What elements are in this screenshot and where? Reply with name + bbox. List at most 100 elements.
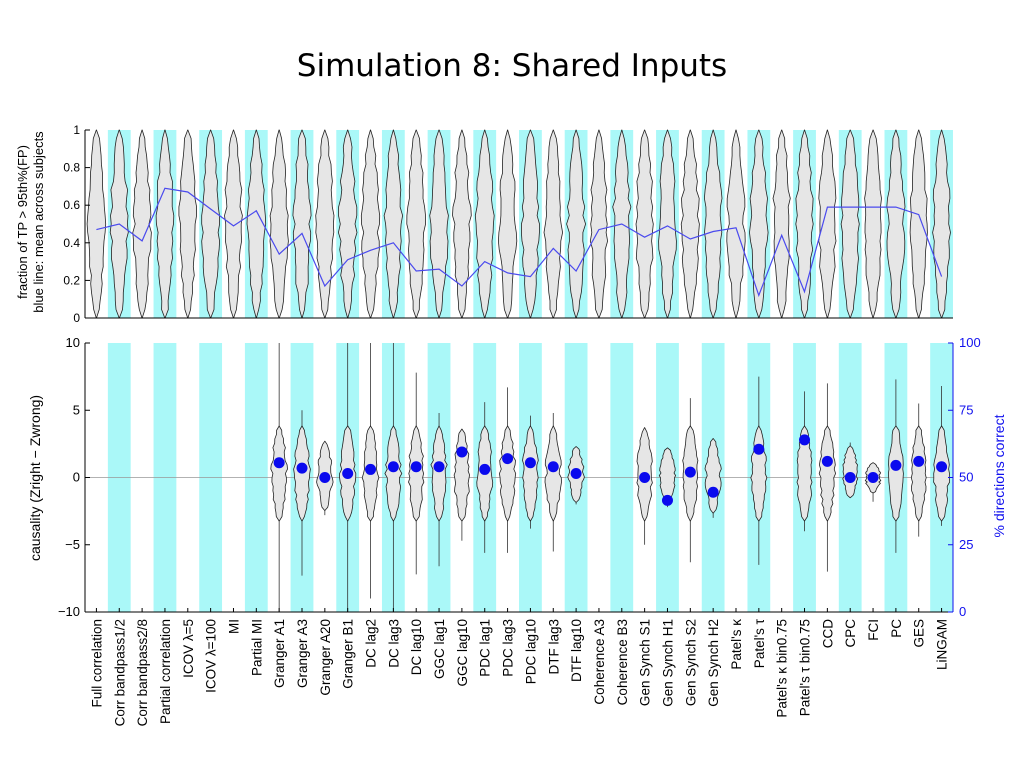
bottom-violin-16 [453,428,471,522]
x-tick-label-16: GGC lag10 [455,619,470,687]
x-tick-label-17: PDC lag1 [478,619,493,677]
bottom-violin-36 [910,425,927,522]
pct-correct-dot-27 [707,486,719,498]
bottom-y-tick-label-1: −5 [65,537,80,552]
pct-correct-dot-19 [524,457,536,469]
top-y-tick-label-1: 0.2 [63,273,80,287]
x-tick-label-31: Patel's τ bin0.75 [798,619,813,716]
right-y-tick-label-1: 25 [959,537,973,552]
pct-correct-dot-26 [684,466,696,478]
pct-correct-dot-8 [273,457,285,469]
bottom-violin-15 [430,425,448,522]
x-tick-label-23: Coherence B3 [615,619,630,705]
x-tick-label-15: GGC lag1 [432,619,447,679]
x-tick-label-6: MI [227,619,242,634]
bottom-y-axis-label: causality (Zright − Zwrong) [27,395,43,561]
pct-correct-dot-17 [479,463,491,475]
x-tick-label-29: Patel's τ [752,618,767,668]
top-violin-20 [543,129,564,319]
top-violin-0 [86,129,107,319]
x-tick-label-1: Corr bandpass1/2 [112,619,127,726]
bottom-violin-20 [544,425,562,522]
pct-correct-dot-13 [387,461,399,473]
bottom-violin-33 [842,445,859,499]
right-y-tick-label-0: 0 [959,604,966,619]
top-panel: 0 0.2 0.4 0.6 0.8 1 [63,123,953,325]
pct-correct-dot-9 [296,462,308,474]
x-tick-label-36: GES [912,619,927,648]
x-tick-label-13: DC lag3 [386,619,401,668]
bottom-right-y-axis-label: % directions correct [991,414,1007,537]
bottom-violin-32 [818,425,837,522]
pct-correct-dot-25 [661,494,673,506]
bottom-y-tick-label-4: 10 [66,335,80,350]
x-tick-label-30: Patel's κ bin0.75 [775,619,790,718]
x-tick-label-3: Partial correlation [158,619,173,724]
top-violin-26 [680,129,700,319]
top-violin-24 [635,129,654,319]
top-violin-18 [497,129,518,319]
bottom-violin-31 [796,425,813,522]
pct-correct-dot-36 [913,455,925,467]
x-tick-label-19: PDC lag10 [523,619,538,684]
x-tick-label-21: DTF lag10 [569,619,584,682]
pct-correct-dot-20 [547,461,559,473]
top-violin-14 [406,129,427,319]
bottom-y-tick-label-3: 5 [73,402,80,417]
top-violin-32 [818,129,837,319]
x-tick-labels: Full correlation Corr bandpass1/2 Corr ban… [89,618,949,726]
top-violin-34 [864,129,882,319]
x-tick-label-27: Gen Synch H2 [706,619,721,707]
top-violin-12 [360,129,381,319]
pct-correct-dot-33 [844,472,856,483]
bottom-violin-13 [384,425,403,522]
x-tick-label-14: DC lag10 [409,619,424,675]
pct-correct-dot-18 [502,453,514,465]
bottom-violin-14 [408,425,425,522]
top-y-axis-label-2: blue line: mean across subjects [31,131,46,313]
pct-correct-dot-12 [365,463,377,475]
x-tick-label-26: Gen Synch S2 [683,619,698,706]
top-y-tick-label-2: 0.4 [63,236,80,250]
pct-correct-dot-32 [821,455,833,467]
x-tick-label-34: FCI [866,619,881,641]
slide-title: Simulation 8: Shared Inputs [296,48,728,84]
bottom-violin-18 [498,425,517,522]
top-violin-2 [132,129,152,319]
top-violin-4 [178,129,197,319]
mean-line [96,187,943,298]
x-tick-label-32: CCD [820,619,835,648]
pct-correct-dot-24 [639,472,651,483]
top-y-tick-label-4: 0.8 [63,161,80,175]
pct-correct-dot-16 [456,446,468,458]
x-tick-label-9: Granger A3 [295,619,310,688]
x-tick-label-11: Granger B1 [341,619,356,689]
right-y-tick-label-3: 75 [959,402,973,417]
bottom-violin-19 [522,425,539,522]
top-y-tick-label-0: 0 [73,311,80,325]
x-tick-label-33: CPC [843,619,858,648]
x-tick-label-12: DC lag2 [364,619,379,668]
top-violin-36 [909,129,928,319]
top-y-tick-label-3: 0.6 [63,198,80,212]
x-tick-label-35: PC [889,619,904,638]
x-tick-label-20: DTF lag3 [546,619,561,675]
top-violin-30 [772,129,791,319]
x-tick-label-7: Partial MI [249,619,264,676]
pct-correct-dot-11 [342,467,354,479]
x-tick-label-25: Gen Synch H1 [661,619,676,707]
x-tick-label-18: PDC lag3 [501,619,516,677]
top-y-axis-label: fraction of TP > 95th%(FP) [15,145,30,299]
top-violin-28 [726,129,746,319]
top-y-tick-label-5: 1 [73,123,80,137]
bottom-violin-37 [933,425,951,522]
top-violin-22 [589,129,609,319]
pct-correct-dot-31 [799,434,811,446]
pct-correct-dot-14 [410,461,422,473]
pct-correct-dot-15 [433,461,445,473]
x-tick-label-24: Gen Synch S1 [638,619,653,706]
top-violin-8 [269,129,289,319]
x-tick-label-5: ICOV λ=100 [204,619,219,693]
